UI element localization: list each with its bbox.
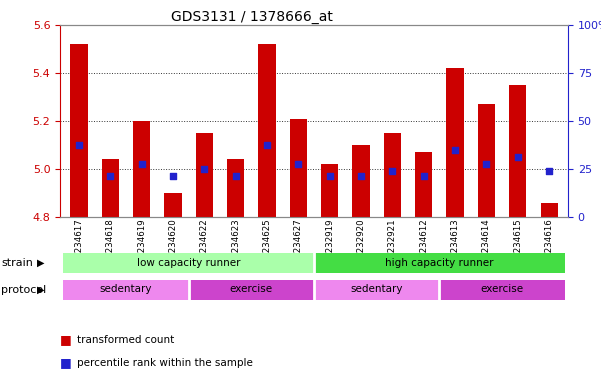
Bar (384, 133, 401, 217)
Point (74, 142, 84, 148)
Point (231, 173, 240, 179)
Point (419, 173, 429, 179)
Point (356, 173, 366, 179)
Bar (133, 121, 150, 217)
Text: sedentary: sedentary (100, 285, 152, 295)
Point (545, 168, 554, 174)
Text: ■: ■ (60, 333, 72, 346)
Bar (164, 193, 182, 217)
Bar (290, 119, 307, 217)
Text: GDS3131 / 1378666_at: GDS3131 / 1378666_at (171, 10, 334, 23)
Text: ▶: ▶ (37, 258, 44, 268)
Bar (314, 280, 439, 300)
Text: protocol: protocol (1, 285, 46, 295)
Text: ▶: ▶ (37, 285, 44, 295)
Point (513, 154, 523, 160)
Bar (63, 253, 314, 273)
Bar (352, 145, 370, 217)
Bar (540, 202, 558, 217)
Text: percentile rank within the sample: percentile rank within the sample (77, 358, 253, 368)
Text: exercise: exercise (481, 285, 523, 295)
Bar (227, 159, 244, 217)
Point (481, 161, 491, 167)
Point (168, 173, 178, 179)
Point (200, 166, 209, 172)
Text: sedentary: sedentary (350, 285, 403, 295)
Point (137, 161, 147, 167)
Point (450, 147, 460, 153)
Bar (63, 280, 189, 300)
Bar (509, 85, 526, 217)
Text: high capacity runner: high capacity runner (385, 258, 493, 268)
Point (105, 173, 115, 179)
Point (262, 142, 272, 148)
Bar (439, 280, 565, 300)
Text: ■: ■ (60, 356, 72, 369)
Point (388, 168, 397, 174)
Bar (189, 280, 314, 300)
Bar (447, 68, 464, 217)
Bar (478, 104, 495, 217)
Text: transformed count: transformed count (77, 335, 174, 345)
Bar (102, 159, 119, 217)
Point (325, 173, 335, 179)
Text: exercise: exercise (230, 285, 273, 295)
Point (293, 161, 303, 167)
Bar (321, 164, 338, 217)
Bar (415, 152, 432, 217)
Bar (258, 44, 276, 217)
Bar (70, 44, 88, 217)
Bar (314, 253, 565, 273)
Bar (196, 133, 213, 217)
Text: strain: strain (1, 258, 33, 268)
Text: low capacity runner: low capacity runner (137, 258, 240, 268)
